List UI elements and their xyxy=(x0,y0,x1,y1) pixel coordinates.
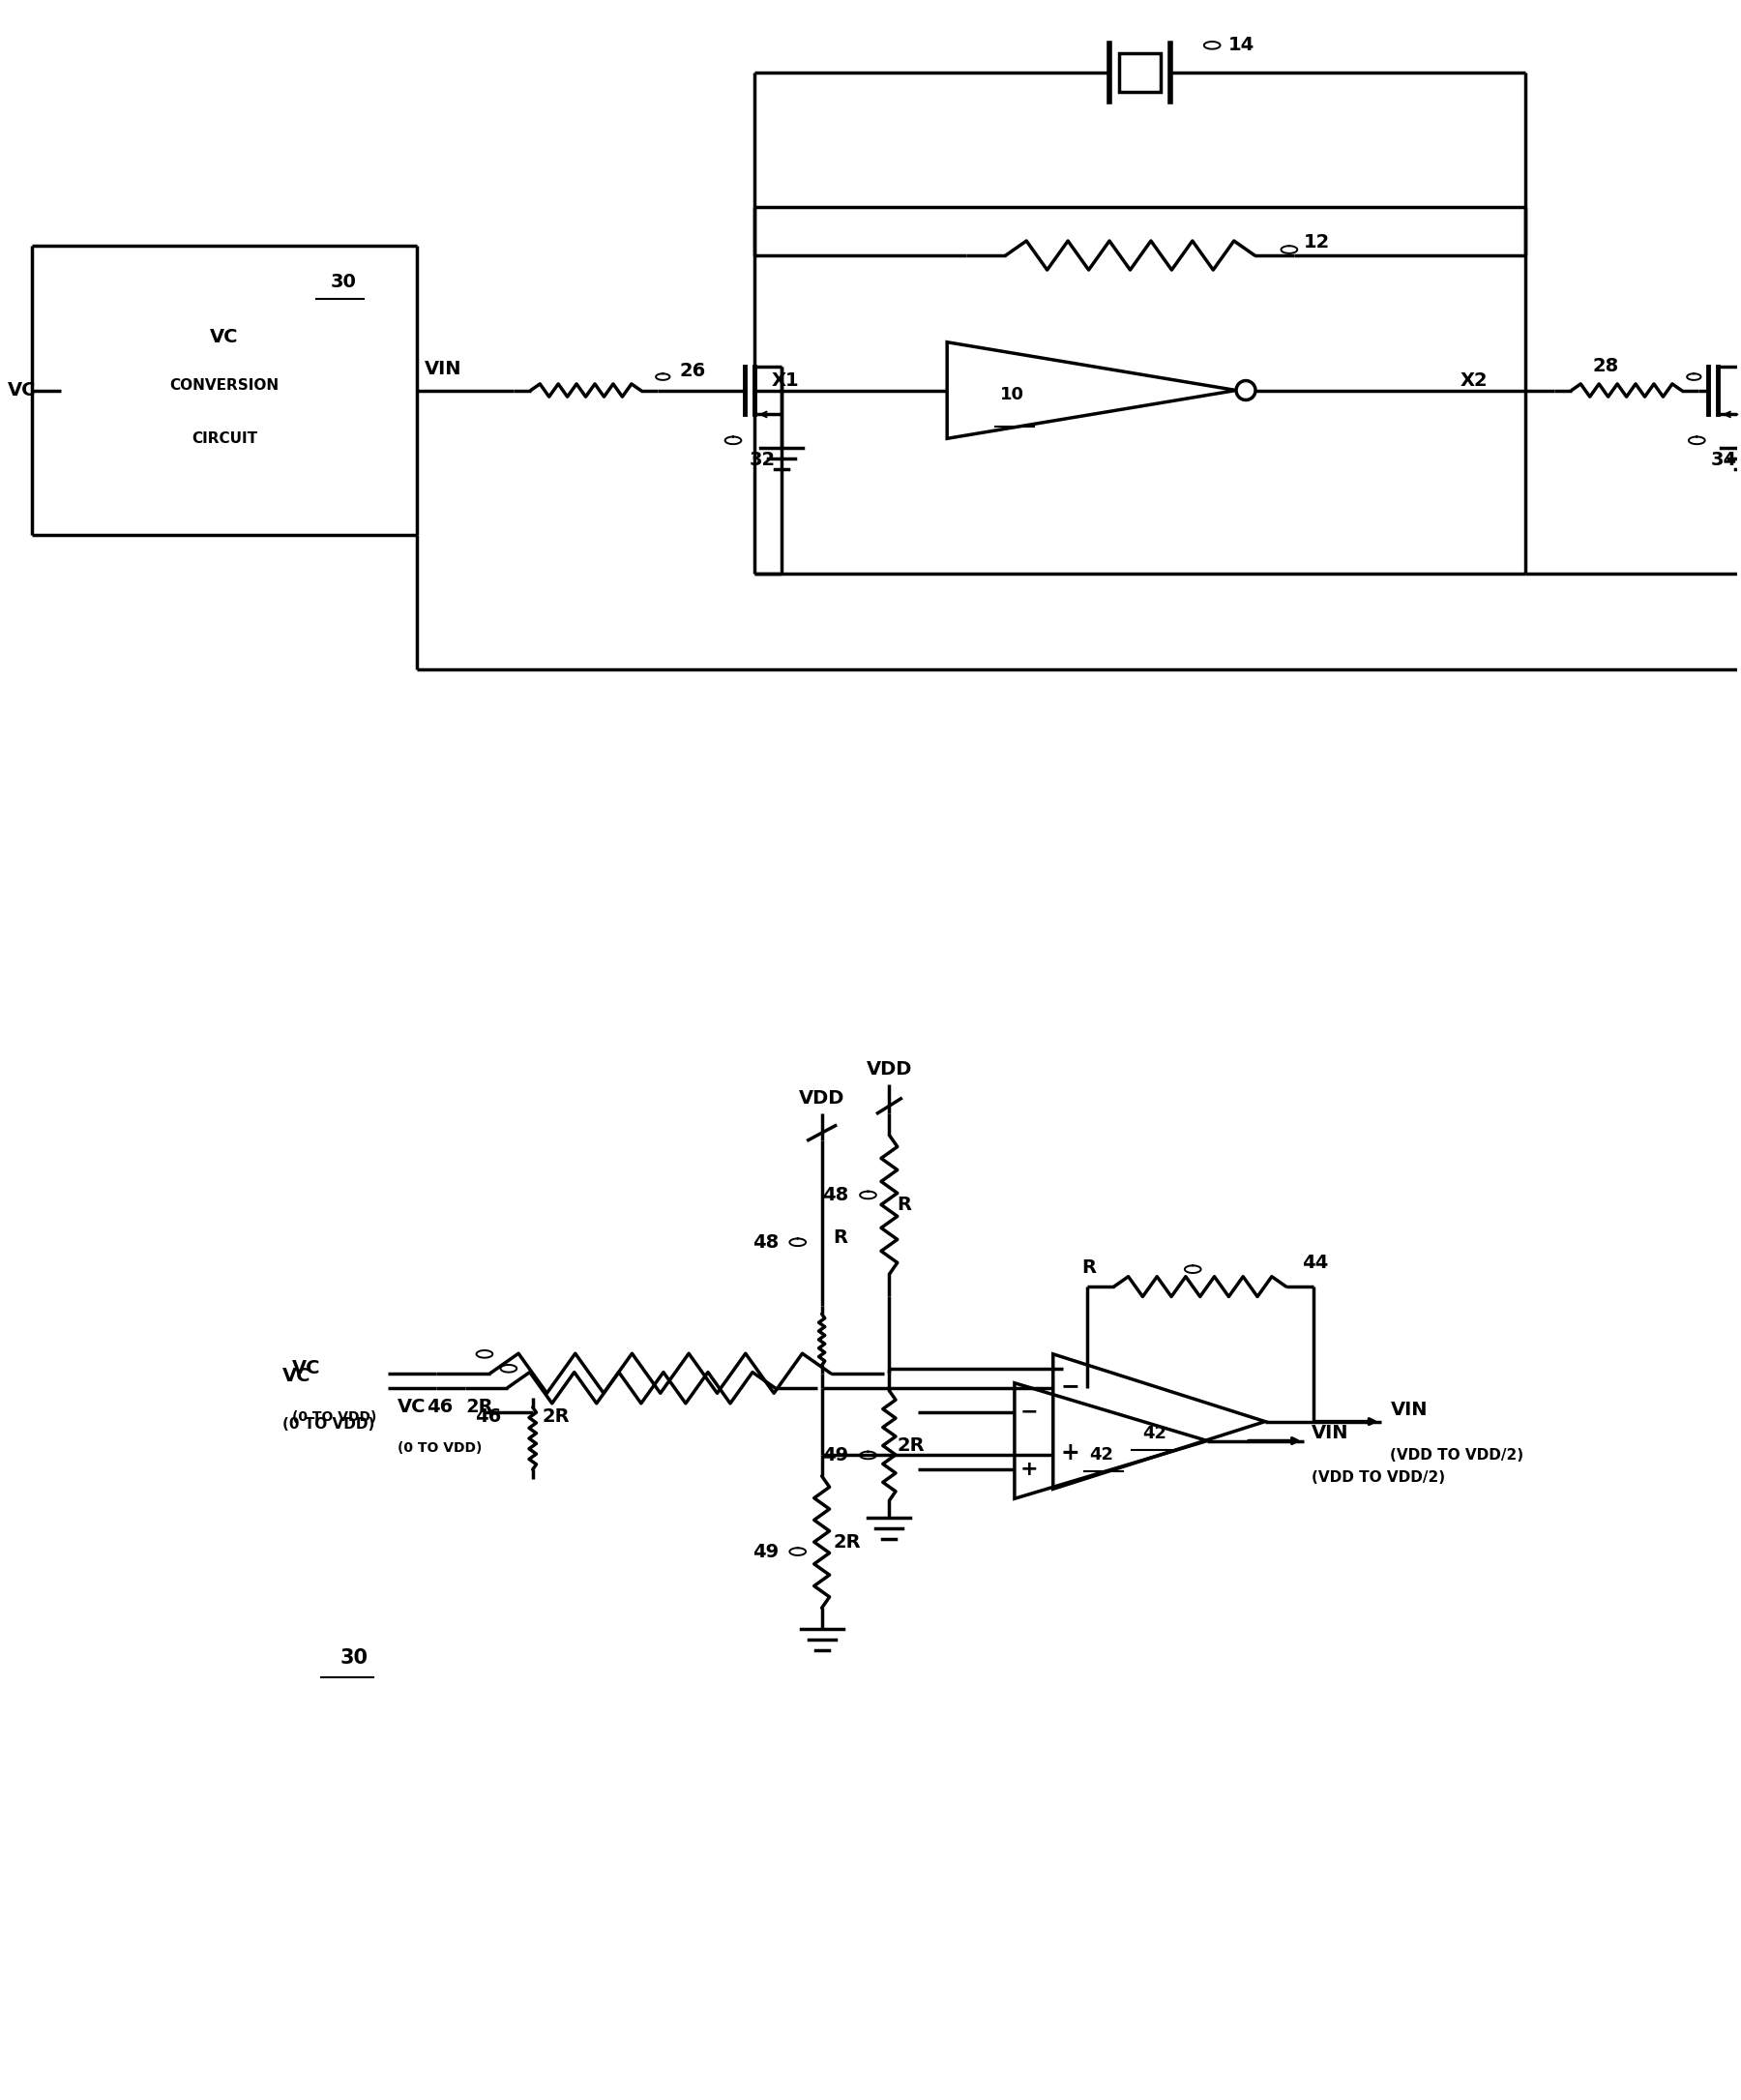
Text: 46: 46 xyxy=(475,1407,501,1426)
Text: 14: 14 xyxy=(1229,36,1255,55)
Text: CIRCUIT: CIRCUIT xyxy=(192,430,258,445)
Text: −: − xyxy=(1060,1373,1079,1397)
Text: 46: 46 xyxy=(427,1399,453,1415)
Text: 28: 28 xyxy=(1593,357,1619,376)
Text: 2R: 2R xyxy=(465,1399,493,1415)
Text: 30: 30 xyxy=(331,273,357,292)
Text: VC: VC xyxy=(397,1399,427,1415)
Text: X1: X1 xyxy=(771,372,799,391)
Text: −: − xyxy=(1020,1403,1038,1422)
Text: R: R xyxy=(1081,1258,1097,1277)
Text: R: R xyxy=(897,1195,912,1214)
Text: X2: X2 xyxy=(1459,372,1487,391)
Text: (VDD TO VDD/2): (VDD TO VDD/2) xyxy=(1311,1470,1445,1485)
Text: (0 TO VDD): (0 TO VDD) xyxy=(397,1443,482,1455)
Text: 2R: 2R xyxy=(543,1407,569,1426)
Text: 44: 44 xyxy=(1302,1254,1328,1273)
Text: 46: 46 xyxy=(444,1399,470,1415)
Text: 42: 42 xyxy=(1142,1424,1166,1443)
Text: VIN: VIN xyxy=(1391,1401,1428,1420)
Text: 48: 48 xyxy=(822,1186,850,1203)
Text: 34: 34 xyxy=(1710,452,1736,468)
Text: 48: 48 xyxy=(752,1233,778,1252)
Text: VIN: VIN xyxy=(1311,1424,1349,1443)
Text: VC: VC xyxy=(211,328,239,346)
Text: 26: 26 xyxy=(679,361,705,380)
Text: VC: VC xyxy=(282,1367,310,1386)
Text: 12: 12 xyxy=(1304,233,1330,252)
Text: R: R xyxy=(834,1228,848,1247)
Bar xyxy=(1119,53,1161,92)
Text: 49: 49 xyxy=(822,1447,850,1464)
Text: 49: 49 xyxy=(752,1541,778,1560)
Text: (0 TO VDD): (0 TO VDD) xyxy=(282,1418,374,1432)
Text: +: + xyxy=(1020,1459,1038,1478)
Text: 2R: 2R xyxy=(897,1436,924,1455)
Text: 42: 42 xyxy=(1090,1447,1112,1464)
Text: VIN: VIN xyxy=(425,359,461,378)
Text: +: + xyxy=(1060,1443,1079,1466)
Text: VDD: VDD xyxy=(799,1090,844,1109)
Text: (0 TO VDD): (0 TO VDD) xyxy=(292,1409,376,1424)
Text: 2R: 2R xyxy=(834,1533,862,1552)
Text: CONVERSION: CONVERSION xyxy=(169,378,279,393)
Text: 10: 10 xyxy=(1001,386,1025,403)
Text: VDD: VDD xyxy=(867,1060,912,1079)
Text: (VDD TO VDD/2): (VDD TO VDD/2) xyxy=(1391,1449,1523,1462)
Text: 30: 30 xyxy=(339,1648,367,1667)
Text: 32: 32 xyxy=(750,452,776,468)
Text: VC: VC xyxy=(292,1359,320,1378)
Text: VC: VC xyxy=(7,380,37,399)
